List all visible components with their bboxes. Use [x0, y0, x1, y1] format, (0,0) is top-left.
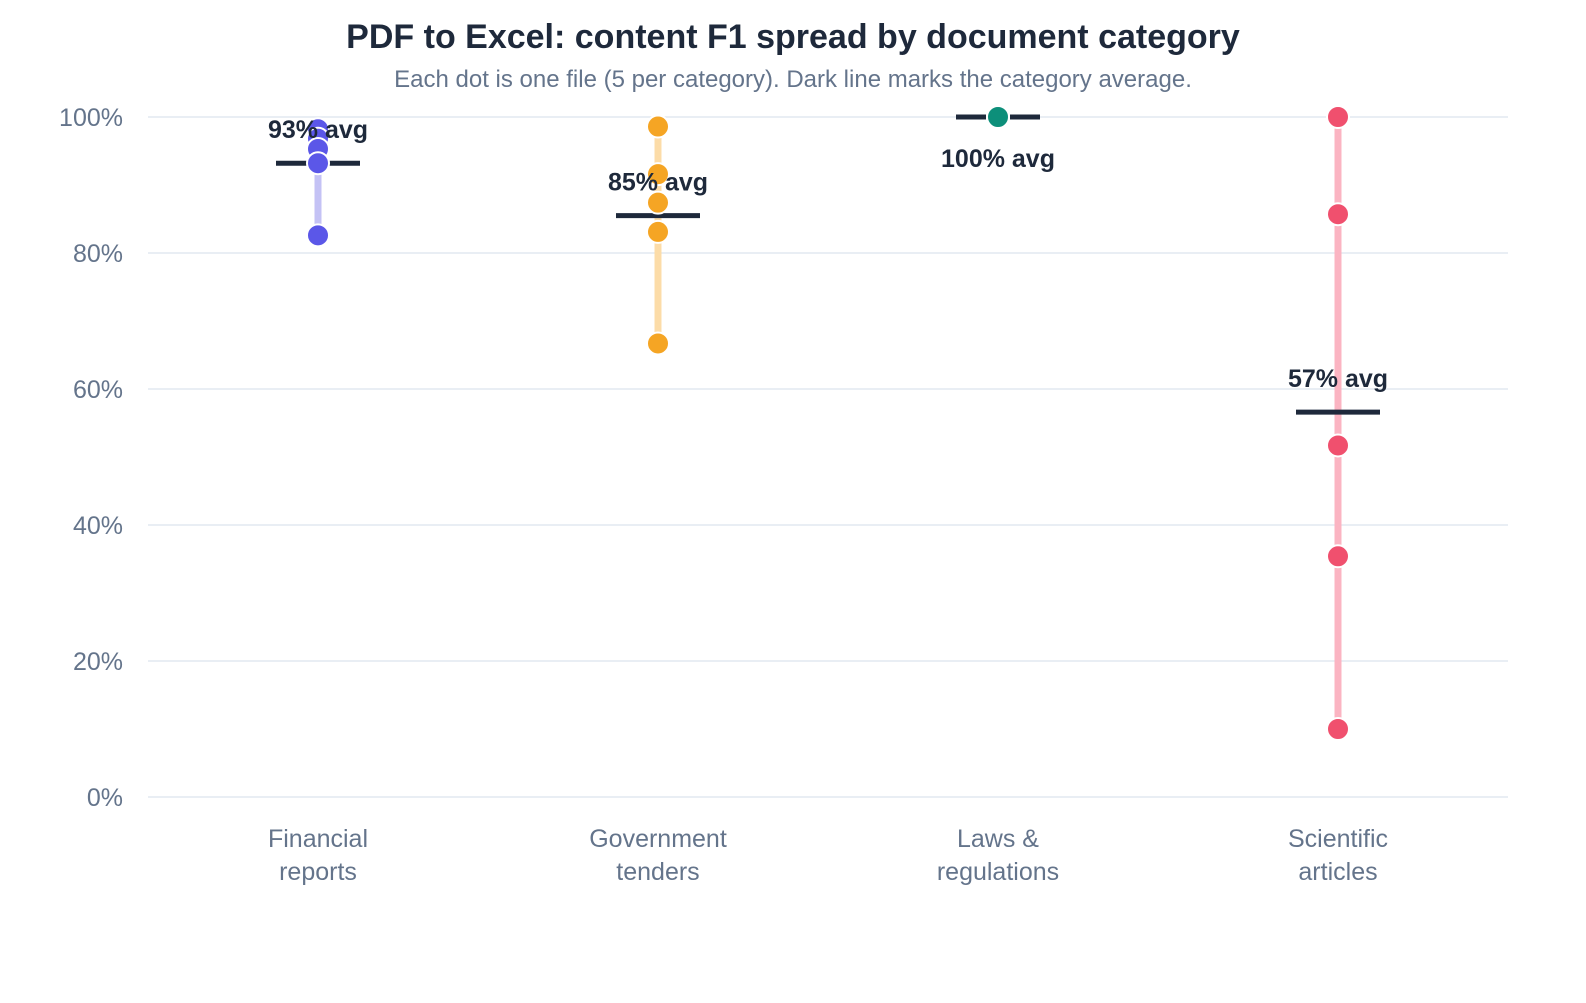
data-points: [306, 105, 1350, 741]
data-point: [646, 331, 670, 356]
category-label: tenders: [616, 858, 699, 886]
data-point: [1326, 433, 1350, 458]
y-tick-label: 40%: [73, 512, 123, 540]
average-label: 85% avg: [608, 169, 708, 197]
average-markers: [276, 114, 1380, 415]
data-point: [1326, 202, 1350, 227]
data-point: [646, 162, 670, 187]
y-tick-label: 80%: [73, 240, 123, 268]
data-point: [646, 219, 670, 244]
category-label: regulations: [937, 858, 1059, 886]
y-tick-label: 0%: [87, 784, 123, 812]
category-label: Laws &: [957, 825, 1039, 853]
category-label: articles: [1298, 858, 1377, 886]
y-tick-label: 60%: [73, 376, 123, 404]
category-label: Financial: [268, 825, 368, 853]
y-axis: 0% 20% 40% 60% 80% 100%: [59, 104, 123, 812]
data-point: [646, 114, 670, 139]
chart-subtitle: Each dot is one file (5 per category). D…: [394, 66, 1192, 93]
category-label: reports: [279, 858, 357, 886]
average-label: 100% avg: [941, 145, 1055, 173]
data-point: [306, 151, 330, 176]
average-labels: 93% avg 85% avg 100% avg 57% avg: [268, 116, 1388, 393]
data-point: [1326, 105, 1350, 129]
data-point: [1326, 717, 1350, 741]
data-point: [646, 190, 670, 215]
average-label: 93% avg: [268, 116, 368, 144]
grid-layer: [148, 116, 1508, 798]
data-point: [1326, 544, 1350, 569]
data-point: [306, 223, 330, 248]
y-tick-label: 20%: [73, 648, 123, 676]
y-tick-label: 100%: [59, 104, 123, 132]
x-axis: Financial reports Government tenders Laws & r…: [268, 825, 1388, 886]
data-point: [986, 105, 1010, 129]
range-lines: [314, 113, 1342, 733]
average-label: 57% avg: [1288, 365, 1388, 393]
chart-title: PDF to Excel: content F1 spread by docum…: [346, 18, 1240, 56]
category-label: Scientific: [1288, 825, 1388, 853]
category-label: Government: [589, 825, 727, 853]
